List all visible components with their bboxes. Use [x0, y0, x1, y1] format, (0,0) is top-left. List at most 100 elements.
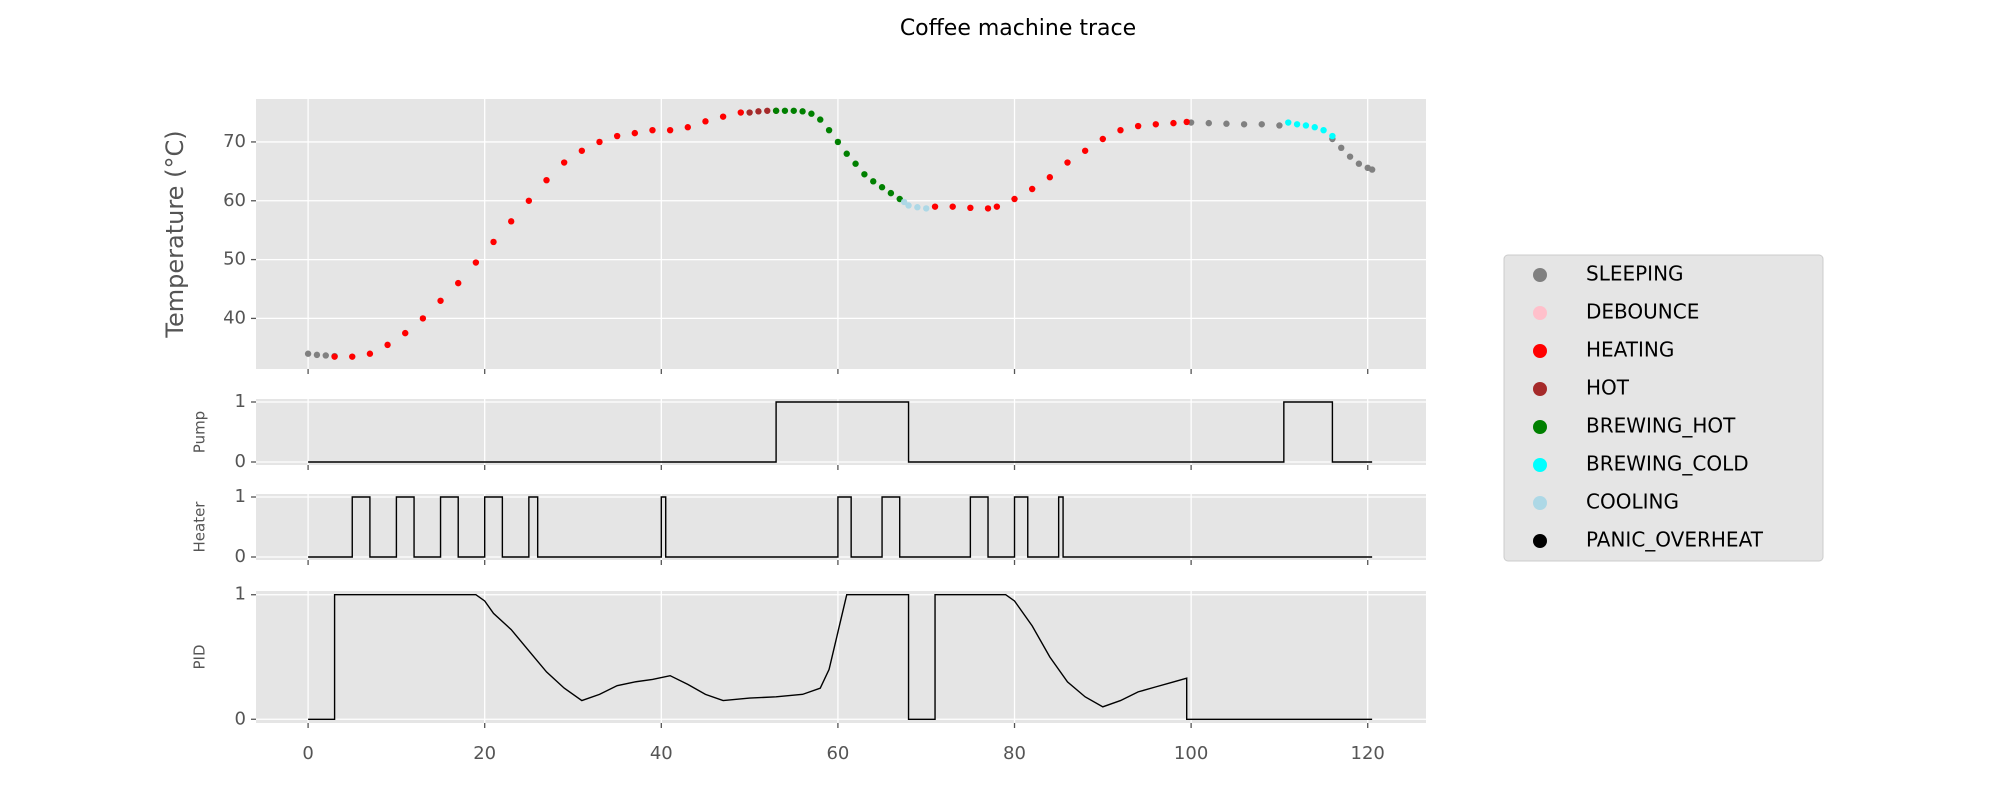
- data-point: [613, 132, 621, 140]
- data-point: [1293, 121, 1301, 128]
- y-tick-label: 0: [235, 451, 246, 472]
- data-point: [1028, 185, 1036, 193]
- data-point: [755, 108, 762, 115]
- data-point: [861, 171, 868, 178]
- data-point: [799, 108, 806, 115]
- legend-label: BREWING_COLD: [1586, 452, 1749, 476]
- plot-area: [256, 99, 1426, 369]
- data-point: [843, 150, 850, 157]
- legend: SLEEPING DEBOUNCE HEATING HOT BREWING_HOT BRE…: [1503, 254, 1824, 562]
- legend-label: BREWING_HOT: [1586, 414, 1736, 438]
- data-point: [1285, 119, 1292, 126]
- data-point: [702, 118, 709, 125]
- data-point: [993, 203, 1001, 210]
- x-tick-label: 0: [302, 743, 313, 764]
- legend-marker: [1533, 458, 1547, 472]
- x-tick-label: 20: [473, 743, 496, 764]
- legend-marker: [1533, 268, 1547, 282]
- data-point: [900, 198, 908, 206]
- legend-marker: [1533, 420, 1547, 434]
- plot-area: [256, 399, 1426, 465]
- data-point: [1302, 122, 1310, 129]
- plot-area: [256, 591, 1426, 723]
- data-point: [719, 113, 727, 120]
- y-tick-label: 60: [223, 190, 246, 211]
- legend-marker: [1533, 306, 1547, 320]
- data-point: [322, 352, 329, 359]
- data-point: [817, 116, 824, 123]
- data-point: [331, 353, 338, 360]
- data-point: [1258, 121, 1265, 128]
- data-point: [1311, 124, 1318, 131]
- data-point: [437, 297, 444, 304]
- data-point: [684, 124, 691, 131]
- data-point: [1046, 174, 1054, 181]
- legend-marker: [1533, 344, 1547, 358]
- legend-box: [1503, 254, 1824, 562]
- data-point: [984, 205, 992, 212]
- y-axis-label: PID: [191, 644, 209, 669]
- data-point: [764, 107, 771, 114]
- data-point: [914, 204, 921, 211]
- data-point: [1240, 121, 1248, 128]
- data-point: [349, 353, 356, 360]
- data-point: [772, 107, 780, 114]
- data-line: [308, 401, 1373, 463]
- data-point: [366, 350, 374, 357]
- data-point: [878, 184, 886, 191]
- data-point: [1134, 122, 1142, 130]
- legend-label: HEATING: [1586, 338, 1674, 362]
- data-point: [1338, 144, 1345, 152]
- data-point: [578, 147, 586, 154]
- y-tick-label: 1: [235, 584, 246, 605]
- legend-label: DEBOUNCE: [1586, 300, 1699, 324]
- y-tick-label: 50: [223, 249, 246, 270]
- data-point: [543, 176, 550, 184]
- y-tick-label: 1: [235, 391, 246, 412]
- legend-label: HOT: [1586, 376, 1630, 400]
- y-axis-label: Temperature (°C): [161, 130, 189, 338]
- y-tick-label: 40: [223, 307, 246, 328]
- y-axis-label: Heater: [191, 501, 209, 553]
- data-point: [1183, 118, 1190, 126]
- data-point: [852, 160, 859, 167]
- x-tick-label: 60: [826, 743, 849, 764]
- data-point: [1152, 121, 1159, 128]
- chart-title: Coffee machine trace: [900, 16, 1136, 41]
- data-point: [781, 107, 789, 114]
- data-point: [905, 202, 912, 209]
- x-tick-label: 80: [1003, 743, 1026, 764]
- x-tick-label: 100: [1174, 743, 1208, 764]
- data-point: [737, 109, 744, 116]
- data-point: [834, 138, 842, 146]
- data-point: [525, 197, 533, 204]
- legend-label: COOLING: [1586, 490, 1679, 514]
- plot-area: [256, 494, 1426, 560]
- x-tick-label: 40: [650, 743, 673, 764]
- y-tick-label: 0: [235, 708, 246, 729]
- y-axis-label: Pump: [191, 411, 209, 453]
- data-point: [923, 205, 930, 212]
- data-point: [1064, 159, 1071, 166]
- data-point: [1368, 166, 1376, 173]
- data-point: [1276, 122, 1283, 129]
- data-point: [560, 159, 568, 166]
- data-point: [631, 129, 639, 137]
- data-point: [1099, 135, 1107, 143]
- data-point: [402, 329, 409, 337]
- data-point: [507, 218, 515, 225]
- data-point: [1117, 126, 1124, 134]
- legend-label: PANIC_OVERHEAT: [1586, 528, 1764, 552]
- data-point: [1205, 119, 1212, 127]
- data-point: [1320, 126, 1327, 134]
- data-point: [596, 138, 603, 146]
- data-point: [1081, 147, 1089, 154]
- data-point: [1170, 119, 1177, 127]
- data-point: [455, 279, 462, 287]
- data-point: [967, 204, 974, 212]
- data-point: [1355, 160, 1363, 167]
- data-point: [870, 178, 877, 185]
- legend-label: SLEEPING: [1586, 262, 1684, 286]
- legend-marker: [1533, 382, 1547, 396]
